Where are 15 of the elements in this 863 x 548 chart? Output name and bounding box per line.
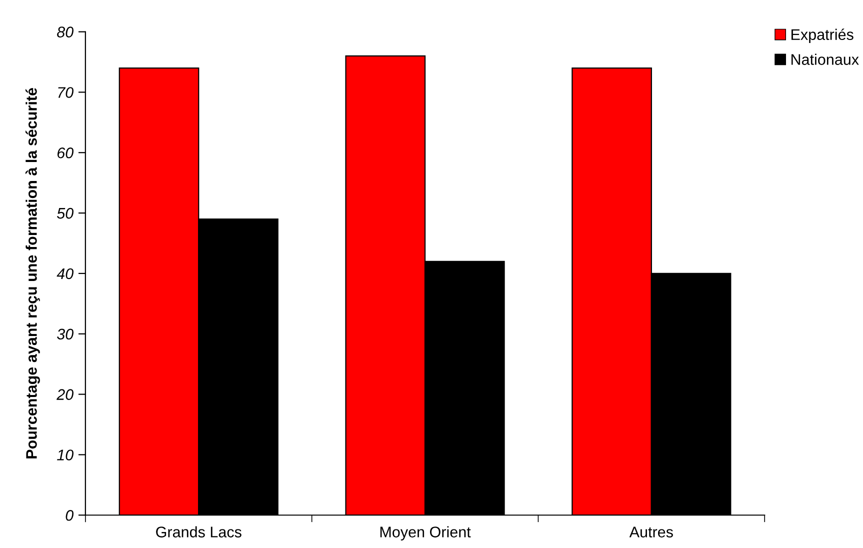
y-tick-label: 30 <box>57 328 74 340</box>
y-tick-label: 10 <box>57 450 74 460</box>
y-tick-label: 40 <box>56 268 74 280</box>
y-tick-label: 20 <box>56 389 74 400</box>
x-tick-label: Autres <box>629 526 673 538</box>
legend-label: Nationaux <box>792 54 859 65</box>
y-tick-label: 70 <box>58 87 74 98</box>
x-tick-label: Grands Lacs <box>156 526 242 538</box>
y-axis-title: Pourcentage ayant reçu une formation à la sécurité <box>26 88 40 458</box>
legend-label: Expatriés <box>792 28 854 44</box>
y-tick-label: 0 <box>66 510 74 521</box>
y-tick-label: 60 <box>57 147 74 158</box>
y-tick-label: 50 <box>56 208 74 219</box>
y-tick-label: 80 <box>57 26 74 38</box>
x-tick-label: Moyen Orient <box>380 526 471 540</box>
